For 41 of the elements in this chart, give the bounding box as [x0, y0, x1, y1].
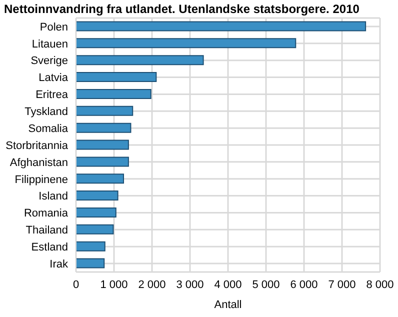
bar — [76, 224, 114, 234]
y-tick-label: Island — [38, 190, 68, 203]
bar — [76, 258, 105, 268]
y-tick-label: Estland — [31, 242, 68, 254]
bar — [76, 190, 118, 201]
bar — [76, 122, 132, 133]
y-tick-label: Eritrea — [36, 89, 69, 102]
x-tick-label: 8 000 — [366, 278, 394, 291]
bar — [76, 38, 296, 48]
y-tick-label: Litauen — [32, 38, 68, 50]
x-tick-label: 6 000 — [290, 278, 318, 291]
chart-title: Nettoinnvandring fra utlandet. Utenlandske statsborgere. 2010 — [4, 2, 360, 16]
y-tick-label: Latvia — [38, 72, 69, 84]
x-tick-label: 1 000 — [100, 278, 128, 291]
bar — [76, 88, 152, 99]
x-tick-label: 3 000 — [176, 278, 204, 291]
y-tick-label: Storbritannia — [6, 140, 69, 152]
x-tick-label: 4 000 — [214, 278, 242, 291]
y-tick-label: Irak — [50, 258, 68, 270]
y-tick-label: Polen — [40, 21, 68, 34]
bar — [76, 106, 134, 116]
x-axis-title: Antall — [214, 299, 242, 311]
y-tick-label: Somalia — [28, 122, 69, 135]
x-tick-label: 2 000 — [138, 278, 166, 291]
y-tick-label: Afghanistan — [10, 156, 68, 169]
bar — [76, 241, 106, 252]
x-tick-label: 0 — [72, 278, 80, 291]
y-tick-label: Thailand — [26, 224, 68, 237]
y-tick-label: Sverige — [30, 55, 68, 68]
bar — [76, 21, 366, 32]
y-tick-label: Filippinene — [14, 174, 68, 186]
y-tick-label: Romania — [24, 208, 69, 220]
x-tick-label: 7 000 — [328, 278, 356, 291]
x-tick-label: 5 000 — [252, 278, 280, 291]
bar — [76, 72, 157, 82]
bar — [76, 140, 129, 150]
bar — [76, 55, 204, 66]
y-tick-label: Tyskland — [24, 106, 68, 118]
bar — [76, 174, 124, 184]
bar — [76, 156, 129, 167]
bar — [76, 207, 116, 218]
